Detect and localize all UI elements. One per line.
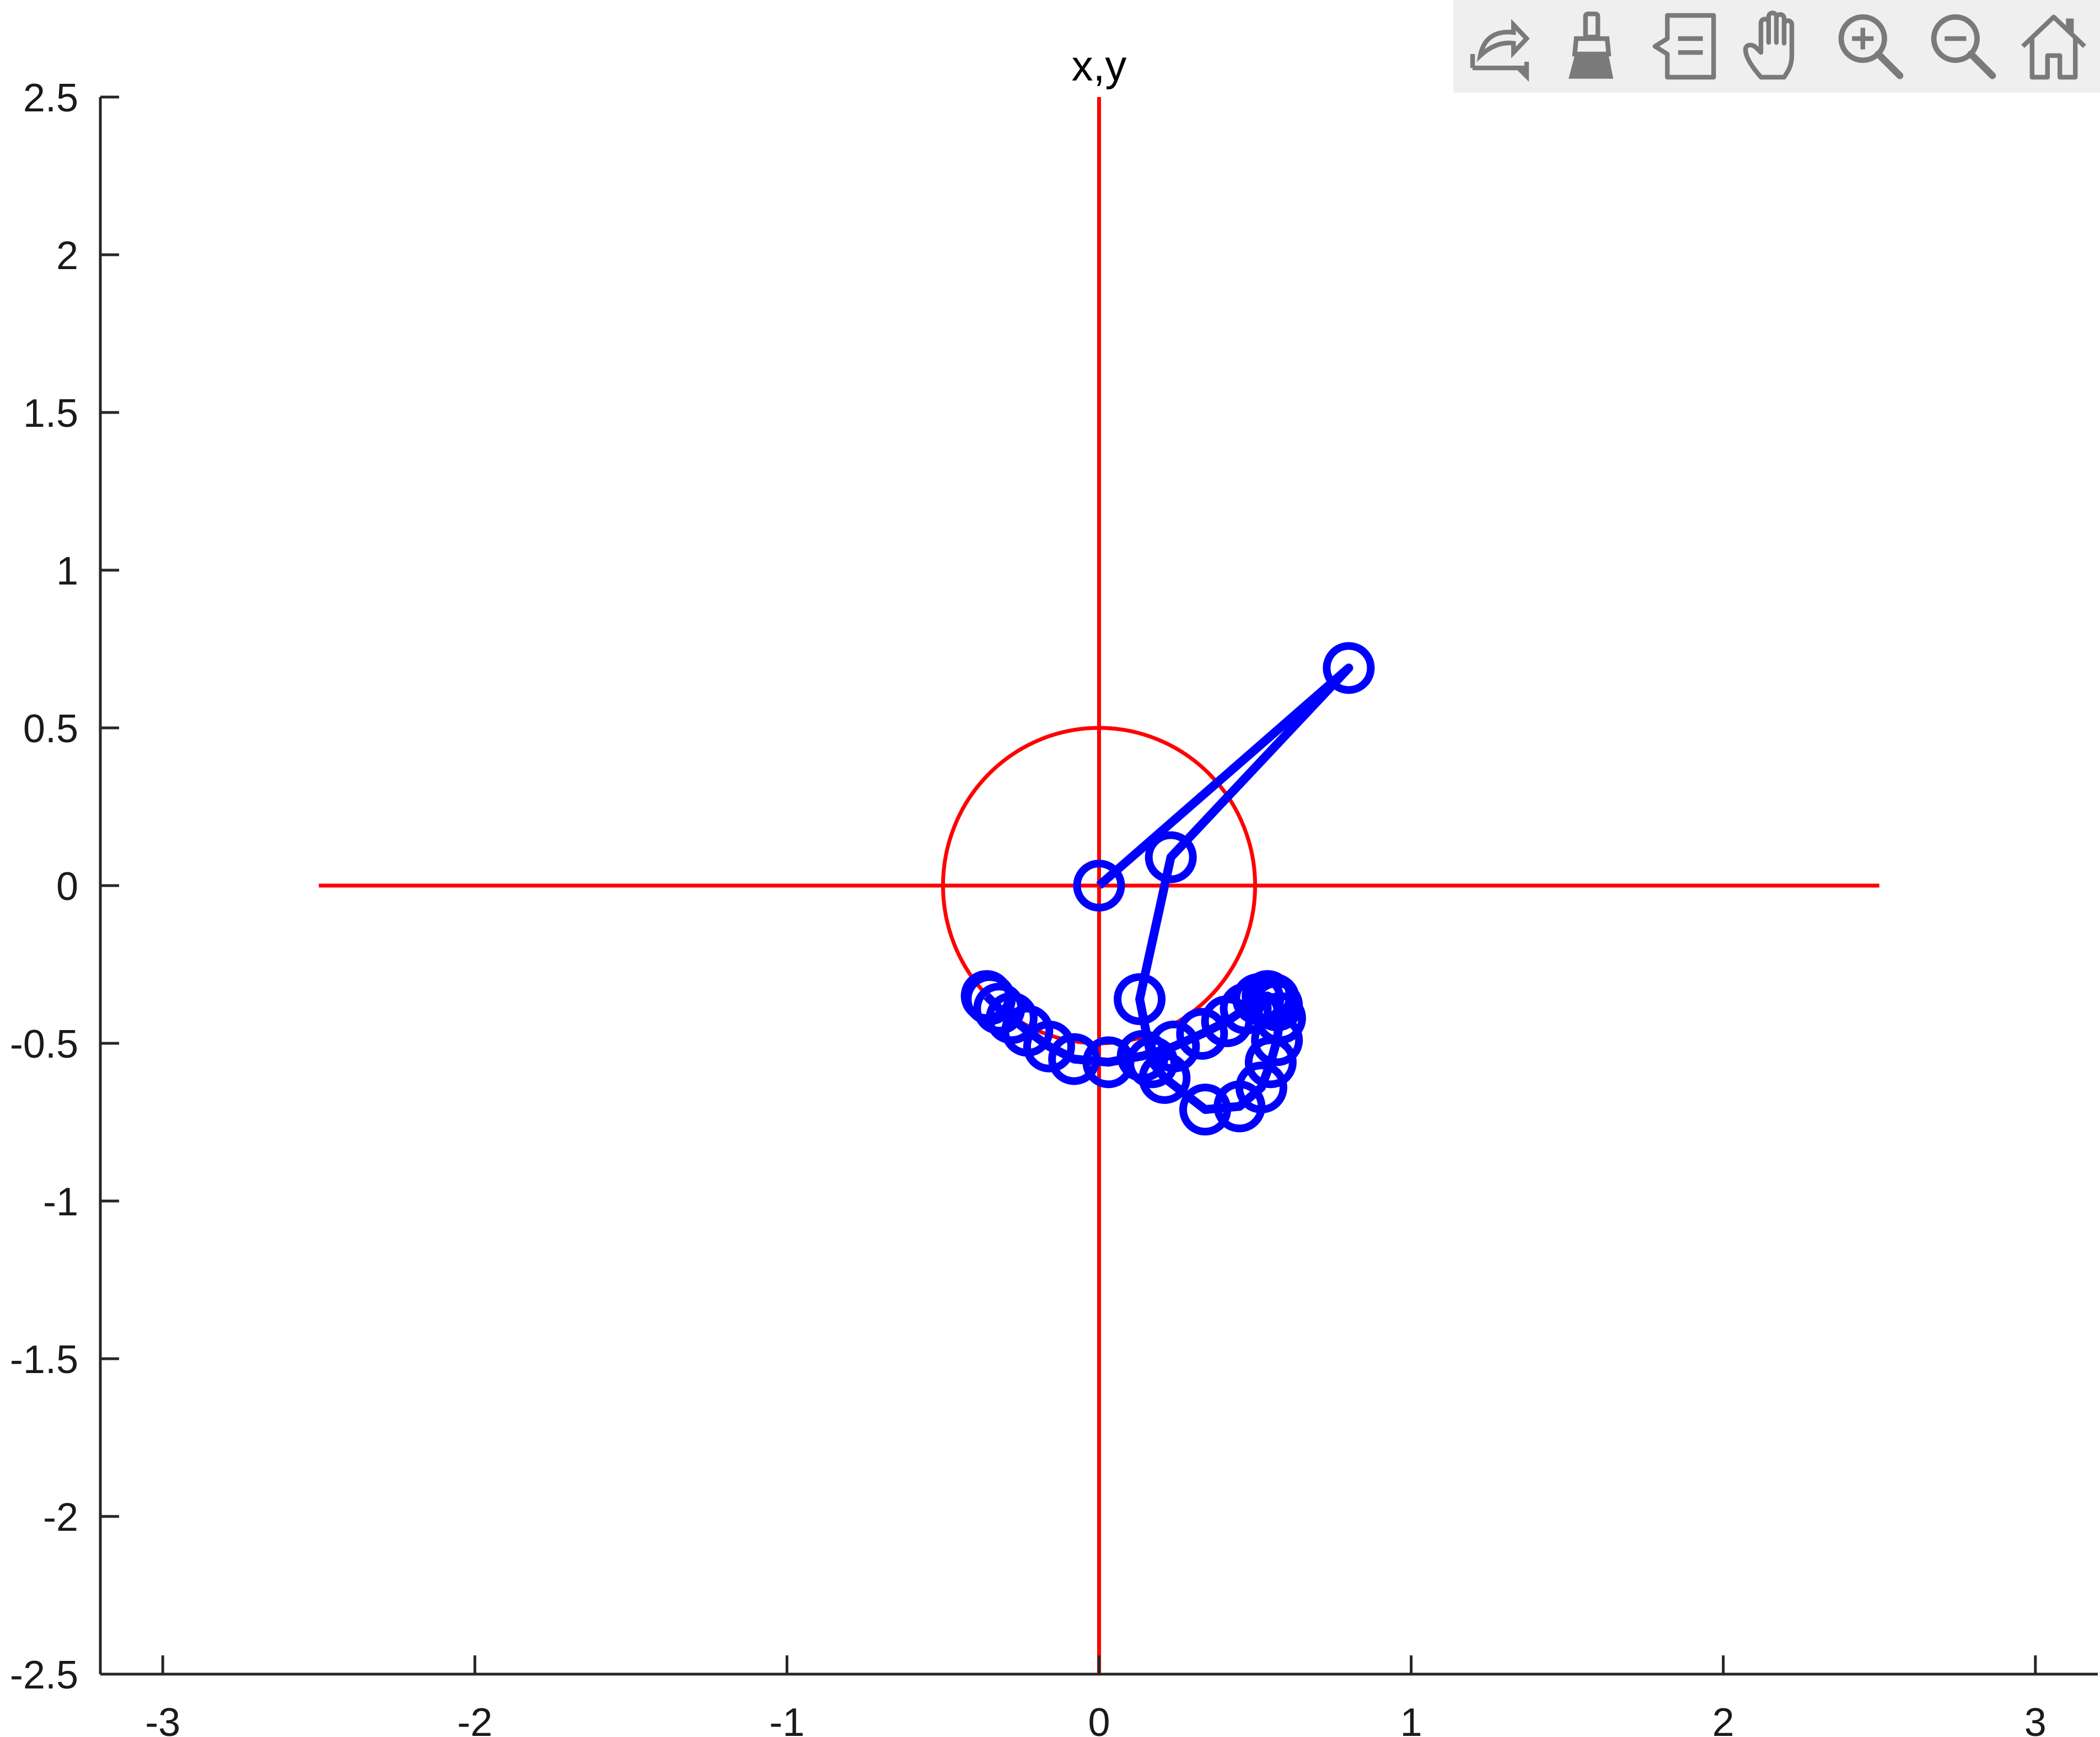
y-tick-label: -1 xyxy=(43,1180,78,1224)
data-point xyxy=(1176,1007,1228,1060)
y-tick-label: 1 xyxy=(56,549,78,593)
y-tick-label: 2.5 xyxy=(23,76,78,120)
data-point xyxy=(1114,973,1166,1025)
data-point xyxy=(960,970,1013,1022)
data-point xyxy=(1179,1084,1231,1136)
pan-hand-icon xyxy=(1743,10,1795,80)
pan-button[interactable] xyxy=(1735,5,1818,88)
data-brush-button[interactable] xyxy=(1550,5,1633,88)
y-tick-label: -0.5 xyxy=(10,1022,78,1066)
data-tips-icon xyxy=(1652,13,1716,80)
y-tick-label: -2 xyxy=(43,1495,78,1540)
data-point xyxy=(1145,831,1197,883)
restore-view-home-icon xyxy=(2021,14,2087,80)
x-tick-label: 3 xyxy=(2024,1701,2047,1737)
zoom-in-icon xyxy=(1838,14,1904,79)
y-tick-label: 1.5 xyxy=(23,392,78,436)
data-tips-button[interactable] xyxy=(1643,5,1726,88)
axes: -3 -2 -1 0 1 2 3 2.5 2 1.5 1 0.5 0 -0.5 -1 -1.5 -2 -2.5 xyxy=(10,76,2098,1737)
chart-title: x,y xyxy=(1072,41,1127,90)
data-brush-icon xyxy=(1569,12,1614,79)
x-tick-label: 1 xyxy=(1400,1701,1422,1737)
data-point xyxy=(973,983,1025,1035)
data-point xyxy=(1201,995,1253,1047)
y-tick-label: 0 xyxy=(56,865,78,909)
data-point xyxy=(1073,860,1125,912)
zoom-in-button[interactable] xyxy=(1828,5,1910,88)
data-point xyxy=(1082,1036,1135,1089)
y-tick-label: -2.5 xyxy=(10,1653,78,1697)
y-tick-label: 2 xyxy=(56,234,78,278)
data-point xyxy=(1116,1030,1169,1082)
data-point xyxy=(1048,1033,1100,1085)
export-button[interactable] xyxy=(1458,5,1541,88)
data-point xyxy=(1323,642,1375,694)
y-tick-label: 0.5 xyxy=(23,707,78,751)
zoom-out-icon xyxy=(1931,14,1996,79)
data-point xyxy=(1235,1062,1287,1114)
trajectory-series xyxy=(960,642,1375,1136)
x-tick-label: -3 xyxy=(145,1701,180,1737)
x-tick-label: 2 xyxy=(1712,1701,1734,1737)
x-tick-label: 0 xyxy=(1088,1701,1110,1737)
zoom-out-button[interactable] xyxy=(1920,5,2003,88)
x-tick-label: -1 xyxy=(769,1701,804,1737)
export-icon xyxy=(1470,19,1530,82)
x-tick-label: -2 xyxy=(457,1701,492,1737)
y-tick-label: -1.5 xyxy=(10,1338,78,1382)
restore-view-button[interactable] xyxy=(2012,5,2095,88)
data-point xyxy=(1148,1020,1200,1073)
axes-toolbar xyxy=(1453,0,2100,93)
